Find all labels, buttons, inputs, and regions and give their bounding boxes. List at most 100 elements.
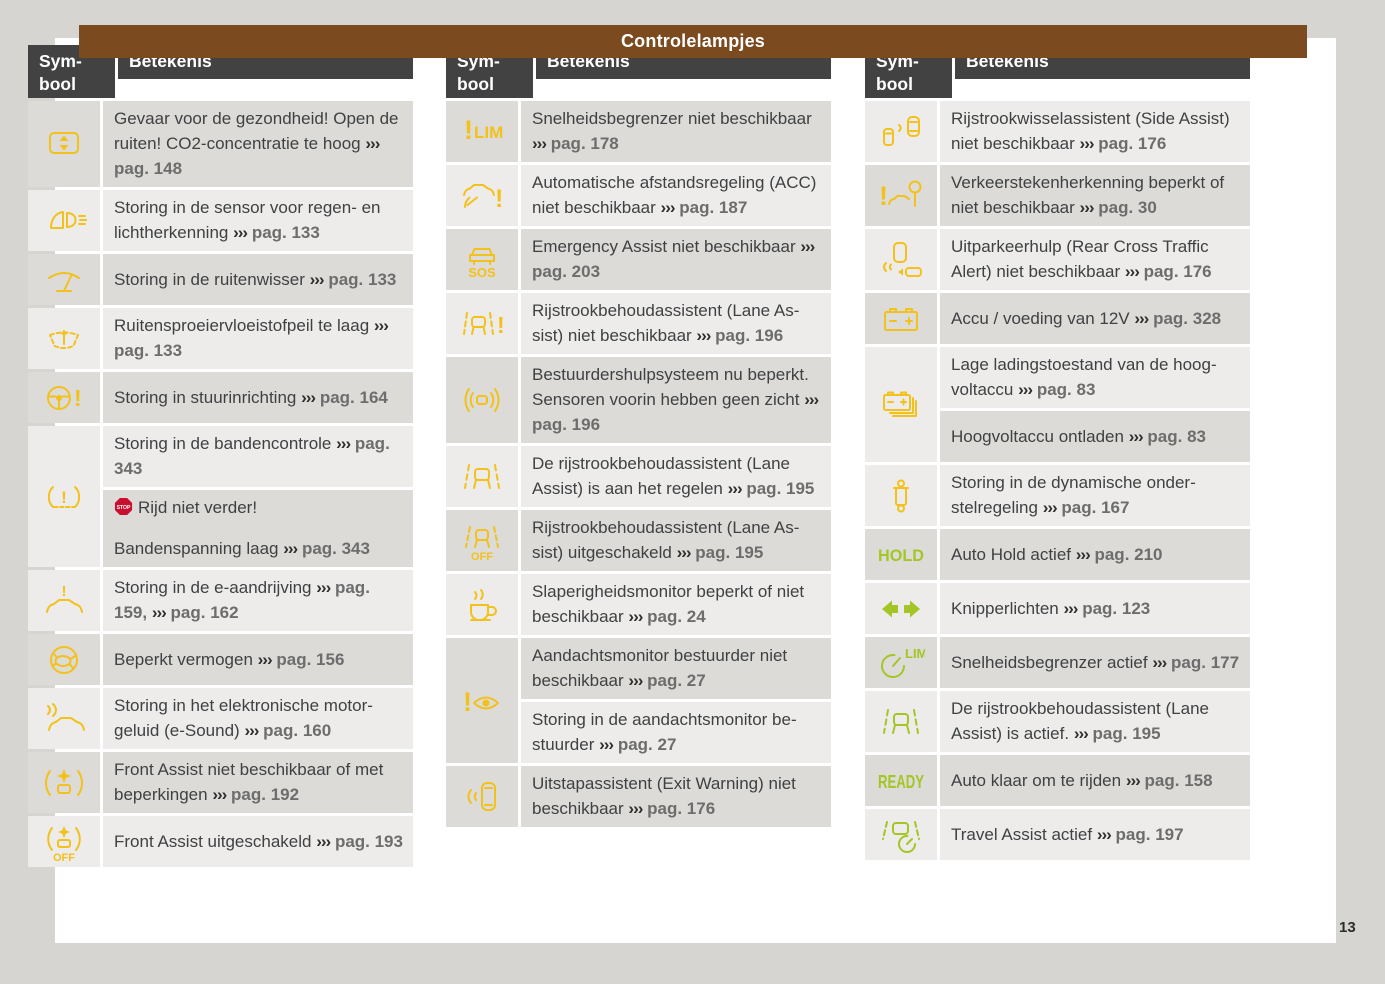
symbol-cell: SOS	[446, 229, 518, 290]
symbol-cell: READY	[865, 755, 937, 806]
description-text: Hoogvoltaccu ontladen	[951, 426, 1124, 446]
meaning-cell: STOP Rijd niet verder! Bandenspanning laa…	[103, 490, 413, 567]
meaning-cell: Automatische afstandsregeling (ACC) niet…	[521, 165, 831, 226]
svg-text:OFF: OFF	[53, 852, 75, 862]
description-text: Uitstapassistent (Exit Warning) niet bes…	[532, 774, 796, 818]
chevron-ref-icon: ›››	[365, 134, 380, 153]
symbol-cell	[446, 766, 518, 827]
chevron-ref-icon: ›››	[244, 721, 259, 740]
chevron-ref-icon: ›››	[257, 649, 273, 669]
tpms-icon: !	[40, 477, 88, 517]
meaning-text: Snelheidsbegrenzer actief ››› pag. 177	[951, 650, 1239, 675]
meaning-text: Front Assist uitgeschakeld ››› pag. 193	[114, 829, 403, 854]
page-reference: pag. 192	[231, 785, 300, 804]
meaning-text: Uitstapassistent (Exit Warning) niet bes…	[532, 771, 821, 821]
meaning-cell: Snelheidsbegrenzer niet beschik­baar ›››…	[521, 101, 831, 162]
table-row: Bestuurdershulpsysteem nu be­perkt. Sens…	[446, 357, 831, 443]
table-row: LIM Snelheidsbegrenzer actief ››› pag. 17…	[865, 637, 1250, 688]
page-reference: pag. 133	[251, 223, 320, 242]
meaning-cell: Hoogvoltaccu ontladen ››› pag. 83	[940, 411, 1250, 462]
page-reference: pag. 178	[550, 134, 619, 153]
steering-warning-icon: !	[40, 378, 88, 418]
page-reference: pag. 195	[746, 479, 815, 498]
meaning-text: De rijstrookbehoudassistent (Lane Assist…	[532, 451, 821, 501]
meaning-text: Verkeerstekenherkenning beperkt of niet …	[951, 170, 1240, 220]
symbol-cell	[865, 101, 937, 162]
front-assist-off-icon: OFF	[40, 822, 88, 862]
meaning-text: Uitparkeerhulp (Rear Cross Traffic Alert…	[951, 234, 1240, 284]
ready-icon: READY	[877, 761, 925, 801]
warning-lights-table-middle: Sym-bool Betekenis! LIM Snelheidsbegrenzer …	[446, 45, 831, 830]
meaning-cell: Front Assist uitgeschakeld ››› pag. 193	[103, 816, 413, 867]
warning-lights-table-right: Sym-bool Betekenis Rijstrookwisselassisten…	[865, 45, 1250, 863]
chevron-ref-icon: ›››	[800, 237, 815, 256]
description-text: Front Assist niet beschikbaar of met bep…	[114, 760, 384, 804]
svg-text:OFF: OFF	[471, 551, 493, 561]
symbol-cell: !	[865, 165, 937, 226]
description-text: Ruitensproeiervloeistofpeil te laag	[114, 316, 370, 335]
svg-text:LIM: LIM	[474, 123, 503, 142]
lane-assist-warning-icon: !	[458, 304, 506, 344]
symbol-cell	[865, 293, 937, 344]
description-text: Travel Assist actief	[951, 824, 1093, 844]
meaning-cell: Aandachtsmonitor bestuurder niet beschik…	[521, 638, 831, 699]
description-text: Uitparkeerhulp (Rear Cross Traffic Alert…	[951, 237, 1209, 281]
table-row: HOLD Auto Hold actief ››› pag. 210	[865, 529, 1250, 580]
table-row: Beperkt vermogen ››› pag. 156	[28, 634, 413, 685]
chevron-ref-icon: ›››	[1075, 544, 1091, 564]
chevron-ref-icon: ›››	[151, 603, 167, 622]
meaning-text: Knipperlichten ››› pag. 123	[951, 596, 1150, 621]
stop-icon: STOP	[114, 497, 133, 523]
symbol-cell	[28, 101, 100, 187]
page-reference: pag. 148	[114, 159, 183, 178]
meaning-cell: Storing in de aandachtsmonitor be­stuurd…	[521, 702, 831, 763]
svg-text:!: !	[464, 115, 473, 145]
meaning-cell: Knipperlichten ››› pag. 123	[940, 583, 1250, 634]
table-row: ! Storing in stuurinrichting ››› pag. 164	[28, 372, 413, 423]
symbol-cell	[865, 347, 937, 462]
meaning-text: Front Assist niet beschikbaar of met bep…	[114, 757, 403, 807]
page-reference: pag. 177	[1171, 652, 1240, 672]
symbol-cell	[28, 190, 100, 251]
emergency-assist-icon: SOS	[458, 240, 506, 280]
description-text: Lage ladingstoestand van de hoog­voltacc…	[951, 355, 1217, 399]
meaning-cell: Travel Assist actief ››› pag. 197	[940, 809, 1250, 860]
meaning-cell: Auto klaar om te rijden ››› pag. 158	[940, 755, 1250, 806]
side-assist-icon	[877, 112, 925, 152]
table-row: Travel Assist actief ››› pag. 197	[865, 809, 1250, 860]
symbol-cell	[446, 574, 518, 635]
chevron-ref-icon: ›››	[1124, 262, 1140, 281]
rear-cross-traffic-icon	[877, 240, 925, 280]
chevron-ref-icon: ›››	[804, 390, 819, 409]
meaning-text: Storing in de ruitenwisser ››› pag. 133	[114, 267, 396, 292]
chevron-ref-icon: ›››	[532, 134, 547, 153]
chevron-ref-icon: ›››	[301, 387, 316, 407]
chevron-ref-icon: ›››	[1063, 598, 1078, 618]
description-text: Bestuurdershulpsysteem nu be­perkt. Sens…	[532, 365, 809, 409]
svg-text:!: !	[74, 385, 82, 411]
table-row: Uitparkeerhulp (Rear Cross Traffic Alert…	[865, 229, 1250, 290]
damper-icon	[877, 476, 925, 516]
svg-text:!: !	[463, 687, 472, 717]
description-text: Auto Hold actief	[951, 544, 1072, 564]
chevron-ref-icon: ›››	[212, 785, 227, 804]
meaning-text: Lage ladingstoestand van de hoog­voltacc…	[951, 352, 1240, 402]
column-header-symbool-label: Sym-bool	[39, 51, 82, 94]
page-reference: pag. 133	[114, 341, 183, 360]
page-reference: pag. 164	[319, 387, 388, 407]
chevron-ref-icon: ›››	[1096, 824, 1112, 844]
description-text: Storing in de dynamische onder­stelregel…	[951, 473, 1196, 517]
symbol-cell	[865, 691, 937, 752]
page-reference: pag. 195	[695, 543, 764, 562]
table-row: Storing in de ruitenwisser ››› pag. 133	[28, 254, 413, 305]
page-reference: pag. 83	[1036, 380, 1096, 399]
meaning-text: Auto klaar om te rijden ››› pag. 158	[951, 768, 1213, 793]
meaning-text: Hoogvoltaccu ontladen ››› pag. 83	[951, 424, 1206, 449]
meaning-cell: Emergency Assist niet beschikbaar ››› pa…	[521, 229, 831, 290]
meaning-text: Storing in de dynamische onder­stelregel…	[951, 470, 1240, 520]
symbol-cell: ! LIM	[446, 101, 518, 162]
table-row: ! Aandachtsmonitor bestuurder niet beschi…	[446, 638, 831, 763]
speed-limiter-active-icon: LIM	[877, 643, 925, 683]
description-text: Snelheidsbegrenzer niet beschik­baar	[532, 109, 812, 128]
